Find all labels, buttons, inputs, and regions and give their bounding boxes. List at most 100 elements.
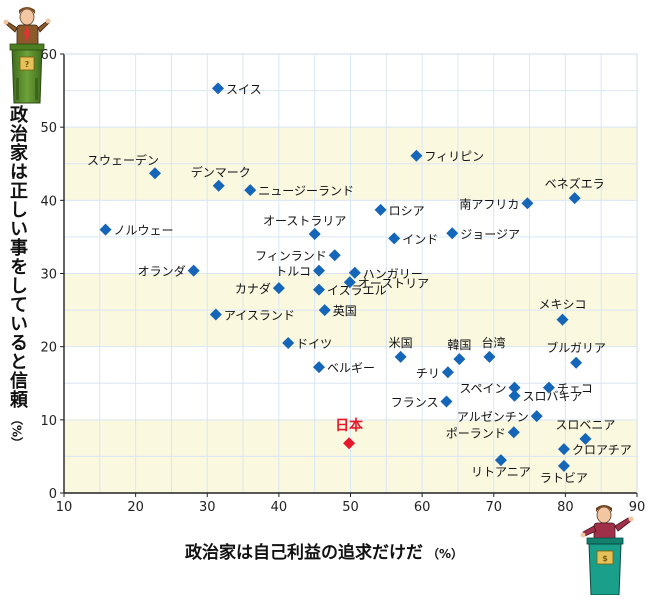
data-point-marker — [328, 249, 341, 262]
y-tick-label: 10 — [40, 414, 57, 429]
data-point-marker — [440, 395, 453, 408]
data-point-label: オランダ — [138, 264, 186, 279]
data-point-label: ドイツ — [296, 337, 332, 351]
data-point-label: トルコ — [275, 265, 311, 279]
data-point-marker — [453, 353, 466, 366]
svg-text:?: ? — [25, 60, 30, 69]
data-point-marker — [244, 184, 257, 197]
data-point-marker — [209, 308, 222, 321]
data-point-label: フランス — [391, 396, 439, 410]
data-point-marker — [441, 366, 454, 379]
data-point-label: チェコ — [557, 382, 593, 396]
data-point-marker — [348, 266, 361, 279]
y-tick-label: 40 — [40, 194, 57, 209]
data-point-label: インド — [402, 232, 438, 246]
data-point-marker — [374, 203, 387, 216]
data-point-marker — [343, 437, 356, 450]
x-tick-label: 30 — [199, 500, 216, 515]
data-point-label: ベルギー — [327, 361, 375, 375]
data-point-label: ブルガリア — [546, 340, 606, 355]
data-point-marker — [388, 232, 401, 245]
data-point-marker — [211, 82, 224, 95]
data-point-marker — [312, 361, 325, 374]
x-tick-label: 80 — [557, 500, 574, 515]
data-point-marker — [556, 313, 569, 326]
data-point-label: アルゼンチン — [457, 410, 529, 424]
data-point-label: リトアニア — [471, 465, 531, 479]
data-point-label: アイスランド — [224, 308, 295, 322]
y-tick-label: 60 — [40, 48, 57, 63]
data-point-marker — [318, 304, 331, 317]
data-point-label: ポーランド — [446, 426, 506, 440]
y-axis-unit: （%） — [9, 413, 24, 450]
data-point-label: デンマーク — [191, 165, 251, 180]
data-point-marker — [187, 264, 200, 277]
data-point-marker — [446, 227, 459, 240]
y-tick-label: 20 — [40, 341, 57, 356]
data-point-label: オーストラリア — [263, 214, 346, 228]
data-point-label: 南アフリカ — [459, 196, 519, 211]
politician-podium-illustration: $ — [580, 505, 634, 596]
x-tick-label: 20 — [127, 500, 144, 515]
x-axis-title: 政治家は自己利益の追求だけだ — [185, 543, 423, 563]
y-tick-label: 0 — [49, 487, 57, 502]
x-tick-label: 50 — [342, 500, 359, 515]
svg-text:$: $ — [602, 554, 608, 563]
data-point-marker — [508, 389, 521, 402]
data-point-label: スウェーデン — [87, 152, 159, 167]
x-axis-unit: （%） — [427, 547, 464, 561]
y-axis-label: 政治家は正しい事をしていると信頼 （%） — [6, 105, 28, 449]
data-point-label: フィリピン — [424, 150, 484, 164]
data-point-label: 韓国 — [447, 338, 471, 352]
data-point-label: スペイン — [459, 382, 506, 396]
data-point-label: ラトビア — [540, 471, 588, 485]
data-point-marker — [394, 350, 407, 363]
data-point-marker — [312, 264, 325, 277]
data-point-label: ベネズエラ — [545, 176, 605, 191]
x-tick-label: 90 — [629, 500, 646, 515]
data-point-marker — [410, 149, 423, 162]
data-point-label: イスラエル — [327, 284, 387, 298]
x-tick-label: 40 — [271, 500, 288, 515]
data-point-label: フィンランド — [255, 249, 327, 263]
data-point-label: スイス — [226, 82, 262, 96]
data-point-label: ジョージア — [460, 227, 520, 241]
data-point-label: スロベニア — [555, 418, 615, 432]
data-point-label: ロシア — [389, 204, 425, 218]
data-point-marker — [343, 276, 356, 289]
y-axis-title: 政治家は正しい事をしていると信頼 — [7, 105, 28, 409]
data-point-label: チリ — [416, 366, 440, 380]
data-point-marker — [507, 426, 520, 439]
politician-speaking-illustration: ? — [3, 7, 51, 104]
data-point-marker — [282, 337, 295, 350]
data-point-marker — [272, 282, 285, 295]
data-point-label: メキシコ — [539, 298, 587, 312]
y-tick-label: 30 — [40, 268, 57, 283]
data-point-marker — [570, 356, 583, 369]
data-point-marker — [579, 432, 592, 445]
x-tick-label: 60 — [414, 500, 431, 515]
data-point-marker — [212, 179, 225, 192]
data-point-marker — [148, 167, 161, 180]
data-point-label: 日本 — [335, 417, 364, 434]
x-tick-label: 70 — [485, 500, 502, 515]
data-point-marker — [542, 381, 555, 394]
data-point-marker — [308, 227, 321, 240]
data-point-label: ニュージーランド — [258, 184, 354, 198]
data-point-label: ハンガリー — [363, 267, 423, 281]
data-point-marker — [483, 350, 496, 363]
data-point-label: 米国 — [389, 336, 413, 350]
data-point-label: オーストリア — [358, 276, 429, 290]
data-point-label: スロバキア — [523, 390, 583, 404]
y-tick-label: 50 — [40, 121, 57, 136]
data-point-marker — [508, 381, 521, 394]
data-point-label: ノルウェー — [114, 224, 174, 238]
grid-lines — [64, 54, 637, 493]
x-tick-label: 10 — [56, 500, 73, 515]
data-point-label: クロアチア — [572, 443, 632, 457]
data-point-marker — [521, 197, 534, 210]
